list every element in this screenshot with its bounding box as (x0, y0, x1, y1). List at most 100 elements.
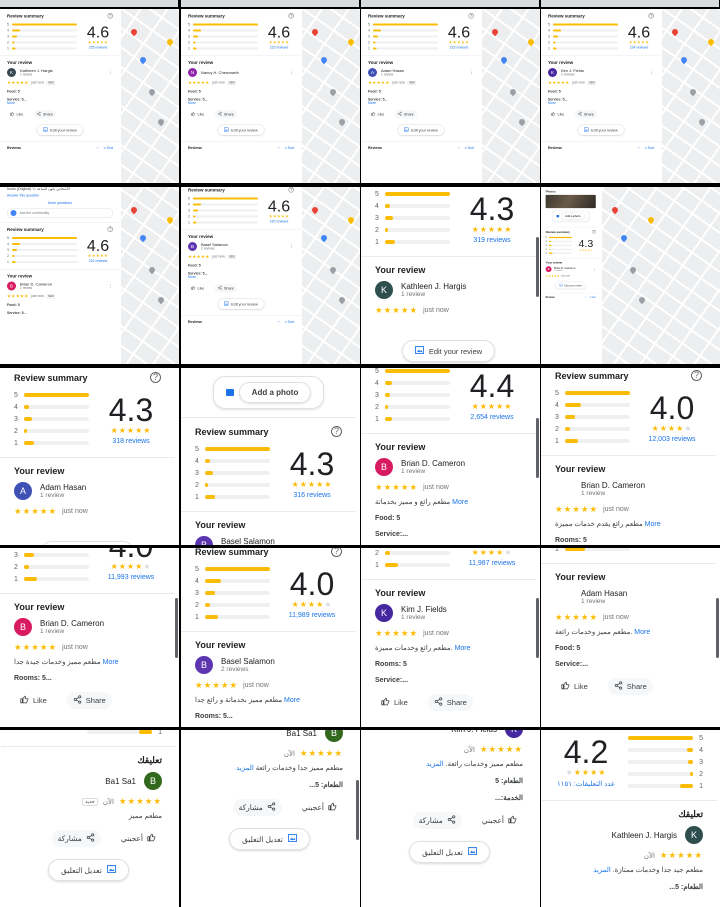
rating-bar-5[interactable]: 5 (195, 563, 270, 575)
map-pin-icon[interactable] (706, 37, 716, 47)
rating-bar-4[interactable]: 4 (628, 744, 703, 756)
rating-bar-5[interactable]: 5 (375, 368, 450, 377)
reviewer-avatar[interactable]: K (375, 281, 393, 299)
edit-review-button[interactable]: تعديل التعليق (48, 859, 129, 881)
map-pin-icon[interactable] (697, 117, 707, 127)
more-link[interactable]: More (368, 101, 376, 106)
map-view[interactable] (302, 187, 360, 364)
scrollbar[interactable] (536, 237, 539, 297)
rating-bar-4[interactable]: 4 (546, 239, 573, 243)
map-pin-icon[interactable] (147, 87, 157, 97)
sort-button[interactable]: ≡ Sort (465, 146, 474, 150)
map-pin-icon[interactable] (319, 55, 329, 65)
more-link[interactable]: المزيد (426, 761, 444, 768)
reviewer-avatar[interactable]: K (548, 68, 557, 77)
reviews-count-link[interactable]: 220 reviews (269, 219, 289, 224)
reviews-count-link[interactable]: 11,993 reviews (107, 573, 155, 581)
reviewer-avatar[interactable] (555, 588, 573, 606)
help-icon[interactable]: ? (592, 229, 596, 234)
map-pin-icon[interactable] (165, 215, 175, 225)
scrollbar[interactable] (536, 418, 539, 478)
rating-bar-2[interactable]: 2 (14, 561, 89, 573)
rating-bar-4[interactable]: 4 (375, 377, 450, 389)
rating-bar-2[interactable]: 2 (368, 40, 438, 46)
rating-bar-4[interactable]: 4 (195, 575, 270, 587)
share-button[interactable]: Share (574, 110, 597, 119)
reviews-count-link[interactable]: 12,003 reviews (648, 435, 696, 443)
like-button[interactable]: Like (375, 694, 414, 711)
reviews-count-link[interactable]: 223 reviews (449, 45, 469, 50)
reviews-count-link[interactable]: 11,987 reviews (468, 559, 516, 567)
reviewer-avatar[interactable]: B (375, 458, 393, 476)
add-photo-button[interactable]: Add a photo (212, 376, 325, 409)
map-pin-icon[interactable] (610, 205, 620, 215)
map-pin-icon[interactable] (508, 87, 518, 97)
like-button[interactable]: Like (188, 284, 207, 293)
reviews-count-link[interactable]: 224 reviews (629, 45, 649, 50)
map-pin-icon[interactable] (499, 55, 509, 65)
map-pin-icon[interactable] (165, 37, 175, 47)
rating-bar-1[interactable]: 1 (555, 435, 630, 447)
reviewer-name[interactable]: Kim J. Fields (401, 605, 447, 614)
rating-bar-2[interactable]: 2 (628, 768, 703, 780)
rating-bar-4[interactable]: 4 (7, 28, 77, 34)
reviews-count-link[interactable]: 316 reviews (293, 491, 331, 499)
map-pin-icon[interactable] (679, 55, 689, 65)
map-pin-icon[interactable] (319, 233, 329, 243)
reviewer-avatar[interactable]: B (188, 242, 197, 251)
rating-bar-3[interactable]: 3 (548, 34, 618, 40)
rating-bar-1[interactable]: 1 (548, 46, 618, 52)
reviews-count-link[interactable]: 319 reviews (473, 236, 511, 244)
scrollbar[interactable] (356, 780, 359, 840)
reviews-count-link[interactable]: 11,989 reviews (288, 611, 336, 619)
reviews-count-link[interactable]: 225 reviews (88, 45, 108, 50)
reviewer-avatar[interactable]: K (505, 730, 523, 738)
help-icon[interactable]: ? (468, 13, 474, 19)
map-pin-icon[interactable] (156, 117, 166, 127)
reviewer-name[interactable]: Adam Hasan (381, 68, 405, 74)
map-pin-icon[interactable] (129, 205, 139, 215)
map-pin-icon[interactable] (346, 37, 356, 47)
reviewer-name[interactable]: Basel Salamon (201, 242, 228, 248)
edit-review-button[interactable]: Edit your review (577, 124, 625, 136)
map-pin-icon[interactable] (688, 87, 698, 97)
rating-bar-1[interactable]: 1 (546, 251, 573, 255)
more-link[interactable]: المزيد (593, 867, 611, 874)
rating-bar-5[interactable]: 5 (14, 389, 89, 401)
reviewer-name[interactable]: Nancy H. Chenoweth (201, 70, 239, 75)
reviewer-name[interactable]: Brian D. Cameron (20, 282, 53, 287)
reviewer-avatar[interactable]: K (7, 68, 16, 77)
scrollbar[interactable] (716, 598, 719, 658)
edit-review-button[interactable]: Edit your review (40, 541, 135, 545)
share-button[interactable]: Share (214, 110, 237, 119)
rating-bar-1[interactable]: 1 (368, 46, 438, 52)
rating-bar-2[interactable]: 2 (375, 548, 450, 559)
rating-bar-1[interactable]: 1 (195, 491, 270, 503)
answer-question-link[interactable]: Answer this question (7, 194, 40, 198)
search-reviews-icon[interactable]: ⌕ (457, 146, 460, 150)
add-photo-button[interactable]: Add a photo (552, 210, 590, 222)
share-button[interactable]: Share (66, 692, 112, 709)
reviewer-name[interactable]: Brian D. Cameron (401, 459, 466, 468)
share-button[interactable]: مشاركة (412, 812, 462, 829)
rating-bar-3[interactable]: 3 (188, 208, 258, 214)
reviewer-avatar[interactable]: N (188, 68, 197, 77)
rating-bar-5[interactable]: 5 (555, 387, 630, 399)
rating-bar-1[interactable]: 1 (375, 413, 450, 425)
rating-bar-3[interactable]: 3 (375, 389, 450, 401)
reviewer-avatar[interactable]: A (368, 68, 377, 77)
edit-review-button[interactable]: تعديل التعليق (229, 828, 310, 850)
help-icon[interactable]: ? (150, 372, 161, 383)
more-link[interactable]: More (7, 101, 15, 106)
like-button[interactable]: Like (7, 110, 26, 119)
like-button[interactable]: Like (555, 678, 594, 695)
map-pin-icon[interactable] (646, 215, 656, 225)
reviewer-name[interactable]: Kim J. Fields (451, 730, 497, 734)
map-pin-icon[interactable] (337, 117, 347, 127)
rating-bar-2[interactable]: 2 (546, 247, 573, 251)
map-pin-icon[interactable] (346, 215, 356, 225)
map-pin-icon[interactable] (147, 265, 157, 275)
help-icon[interactable]: ? (691, 370, 702, 381)
place-photo[interactable] (545, 194, 596, 209)
edit-review-button[interactable]: Edit your review (36, 124, 84, 136)
